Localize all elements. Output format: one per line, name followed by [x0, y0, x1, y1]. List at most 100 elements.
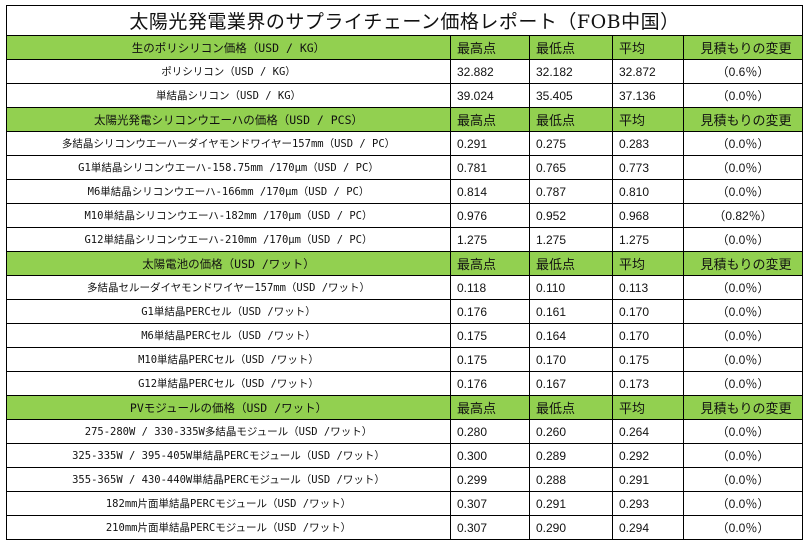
col-header-high: 最高点: [450, 107, 530, 132]
report-title: 太陽光発電業界のサプライチェーン価格レポート（FOB中国）: [5, 5, 804, 36]
price-table-body: 太陽光発電業界のサプライチェーン価格レポート（FOB中国） 生のポリシリコン価格…: [5, 5, 804, 540]
product-name: 単結晶シリコン（USD / KG）: [6, 83, 451, 108]
col-header-change: 見積もりの変更: [682, 107, 804, 132]
col-header-avg: 平均: [612, 35, 684, 60]
price-report-sheet: 太陽光発電業界のサプライチェーン価格レポート（FOB中国） 生のポリシリコン価格…: [5, 5, 804, 540]
price-change: （0.82％）: [682, 203, 804, 228]
price-low: 0.291: [529, 491, 613, 516]
price-avg: 0.773: [612, 155, 684, 180]
section-title: 太陽光発電シリコンウエーハの価格（USD / PCS）: [6, 107, 451, 132]
table-row: G1単結晶PERCセル（USD /ワット） 0.176 0.161 0.170 （0.0…: [6, 299, 804, 324]
price-change: （0.0％）: [682, 155, 804, 180]
table-row: 多結晶セルーダイヤモンドワイヤー157mm（USD /ワット） 0.118 0.11…: [6, 275, 804, 300]
price-high: 0.291: [450, 131, 530, 156]
price-change: （0.0％）: [682, 83, 804, 108]
price-avg: 0.175: [612, 347, 684, 372]
price-avg: 0.264: [612, 419, 684, 444]
price-high: 0.300: [450, 443, 530, 468]
col-header-low: 最低点: [529, 395, 613, 420]
col-header-high: 最高点: [450, 35, 530, 60]
price-change: （0.0％）: [682, 491, 804, 516]
price-low: 1.275: [529, 227, 613, 252]
table-row: 355-365W / 430-440W単結晶PERCモジュール（USD /ワット…: [6, 467, 804, 492]
product-name: ポリシリコン（USD / KG）: [6, 59, 451, 84]
product-name: 275-280W / 330-335W多結晶モジュール（USD /ワット）: [6, 419, 451, 444]
col-header-high: 最高点: [450, 395, 530, 420]
section-header-row: 太陽電池の価格（USD /ワット） 最高点 最低点 平均 見積もりの変更: [6, 251, 804, 276]
price-change: （0.0％）: [682, 179, 804, 204]
price-low: 0.765: [529, 155, 613, 180]
price-change: （0.0％）: [682, 419, 804, 444]
price-low: 0.167: [529, 371, 613, 396]
price-low: 0.288: [529, 467, 613, 492]
price-high: 32.882: [450, 59, 530, 84]
table-row: 182mm片面単結晶PERCモジュール（USD /ワット） 0.307 0.291 0…: [6, 491, 804, 516]
price-avg: 0.170: [612, 323, 684, 348]
price-high: 0.814: [450, 179, 530, 204]
section-title: PVモジュールの価格（USD /ワット）: [6, 395, 451, 420]
table-row: 275-280W / 330-335W多結晶モジュール（USD /ワット） 0.2…: [6, 419, 804, 444]
price-avg: 0.173: [612, 371, 684, 396]
price-low: 0.787: [529, 179, 613, 204]
col-header-change: 見積もりの変更: [682, 35, 804, 60]
col-header-change: 見積もりの変更: [682, 395, 804, 420]
price-high: 0.976: [450, 203, 530, 228]
price-avg: 1.275: [612, 227, 684, 252]
price-low: 35.405: [529, 83, 613, 108]
price-change: （0.0％）: [682, 371, 804, 396]
table-row: M10単結晶PERCセル（USD /ワット） 0.175 0.170 0.175 （0.…: [6, 347, 804, 372]
col-header-low: 最低点: [529, 251, 613, 276]
price-high: 0.299: [450, 467, 530, 492]
price-high: 0.280: [450, 419, 530, 444]
price-low: 0.289: [529, 443, 613, 468]
col-header-low: 最低点: [529, 35, 613, 60]
price-change: （0.0％）: [682, 131, 804, 156]
product-name: G12単結晶PERCセル（USD /ワット）: [6, 371, 451, 396]
price-low: 0.164: [529, 323, 613, 348]
price-low: 0.275: [529, 131, 613, 156]
price-change: （0.0％）: [682, 227, 804, 252]
col-header-avg: 平均: [612, 107, 684, 132]
price-avg: 37.136: [612, 83, 684, 108]
price-high: 0.175: [450, 323, 530, 348]
col-header-avg: 平均: [612, 251, 684, 276]
price-avg: 0.283: [612, 131, 684, 156]
price-high: 0.781: [450, 155, 530, 180]
section-title: 太陽電池の価格（USD /ワット）: [6, 251, 451, 276]
price-high: 0.307: [450, 515, 530, 540]
section-header-row: 太陽光発電シリコンウエーハの価格（USD / PCS） 最高点 最低点 平均 見積もりの…: [6, 107, 804, 132]
table-row: 多結晶シリコンウエーハーダイヤモンドワイヤー157mm（USD / PC） 0.2…: [6, 131, 804, 156]
price-table: 太陽光発電業界のサプライチェーン価格レポート（FOB中国） 生のポリシリコン価格…: [5, 5, 804, 540]
product-name: 182mm片面単結晶PERCモジュール（USD /ワット）: [6, 491, 451, 516]
price-low: 32.182: [529, 59, 613, 84]
col-header-change: 見積もりの変更: [682, 251, 804, 276]
price-avg: 0.292: [612, 443, 684, 468]
col-header-high: 最高点: [450, 251, 530, 276]
price-low: 0.161: [529, 299, 613, 324]
price-high: 0.118: [450, 275, 530, 300]
price-avg: 0.113: [612, 275, 684, 300]
table-row: 単結晶シリコン（USD / KG） 39.024 35.405 37.136 （0.0％…: [6, 83, 804, 108]
table-row: M10単結晶シリコンウエーハ-182mm /170μm（USD / PC） 0.9…: [6, 203, 804, 228]
price-change: （0.0％）: [682, 323, 804, 348]
price-avg: 0.968: [612, 203, 684, 228]
price-change: （0.6％）: [682, 59, 804, 84]
col-header-low: 最低点: [529, 107, 613, 132]
section-header-row: 生のポリシリコン価格（USD / KG） 最高点 最低点 平均 見積もりの変更: [6, 35, 804, 60]
product-name: M6単結晶PERCセル（USD /ワット）: [6, 323, 451, 348]
price-change: （0.0％）: [682, 299, 804, 324]
product-name: 多結晶シリコンウエーハーダイヤモンドワイヤー157mm（USD / PC）: [6, 131, 451, 156]
price-change: （0.0％）: [682, 515, 804, 540]
price-low: 0.170: [529, 347, 613, 372]
col-header-avg: 平均: [612, 395, 684, 420]
price-high: 1.275: [450, 227, 530, 252]
table-row: G12単結晶シリコンウエーハ-210mm /170μm（USD / PC） 1.2…: [6, 227, 804, 252]
product-name: M6単結晶シリコンウエーハ-166mm /170μm（USD / PC）: [6, 179, 451, 204]
price-low: 0.260: [529, 419, 613, 444]
price-low: 0.110: [529, 275, 613, 300]
product-name: M10単結晶PERCセル（USD /ワット）: [6, 347, 451, 372]
price-avg: 0.294: [612, 515, 684, 540]
price-high: 0.176: [450, 371, 530, 396]
title-row: 太陽光発電業界のサプライチェーン価格レポート（FOB中国）: [5, 5, 804, 36]
price-change: （0.0％）: [682, 467, 804, 492]
